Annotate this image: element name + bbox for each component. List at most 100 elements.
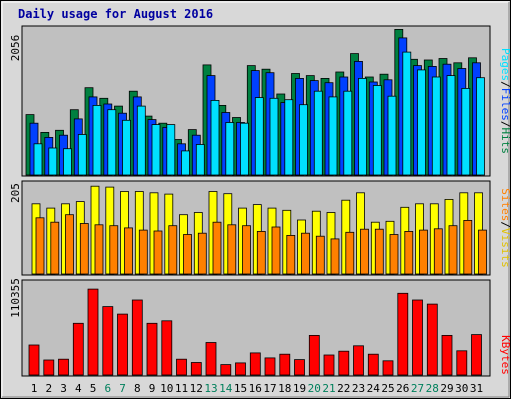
top-bar-pages-day-27 [417,69,426,176]
day-label-21: 21 [322,382,335,395]
top-bars [25,28,485,176]
bottom-bar-kbytes-day-5 [87,288,99,376]
middle-bar-sites-day-17 [271,226,281,275]
top-bar-pages-day-3 [63,148,72,176]
bottom-bar-kbytes-day-21 [323,354,335,376]
top-max-label: 2056 [9,35,22,62]
day-label-27: 27 [411,382,424,395]
bottom-bar-kbytes-day-16 [249,352,261,376]
day-label-24: 24 [367,382,381,395]
middle-bar-sites-day-21 [330,238,340,275]
bottom-bar-kbytes-day-6 [102,306,114,376]
panel-middle: 205 [9,180,491,276]
day-label-25: 25 [381,382,394,395]
bottom-bar-kbytes-day-18 [279,353,291,376]
panel-bottom: 110355 [9,278,491,377]
bottom-bar-kbytes-day-23 [353,345,364,376]
top-bar-pages-day-21 [328,96,338,176]
legend-hits: Hits [499,128,512,155]
top-bar-pages-day-18 [284,99,294,176]
day-label-2: 2 [45,382,52,395]
bottom-bar-kbytes-day-29 [441,334,453,376]
middle-bar-sites-day-5 [94,224,104,275]
bottom-bars [28,288,482,376]
top-bar-pages-day-13 [210,100,220,176]
top-bar-pages-day-11 [181,150,190,176]
day-label-9: 9 [149,382,156,395]
day-label-28: 28 [426,382,439,395]
legend-visits: Visits [499,228,512,268]
middle-bars [31,185,487,275]
day-label-19: 19 [293,382,306,395]
bottom-bar-kbytes-day-14 [220,364,232,376]
top-bar-pages-day-1 [33,143,43,176]
bottom-bar-kbytes-day-3 [58,358,69,376]
top-bar-pages-day-9 [151,124,161,176]
bottom-bar-kbytes-day-1 [28,344,40,376]
top-bar-pages-day-10 [166,124,176,176]
bottom-bar-kbytes-day-30 [456,350,468,376]
day-label-26: 26 [396,382,409,395]
bottom-bar-kbytes-day-13 [205,342,217,376]
bottom-bar-kbytes-day-26 [397,292,409,376]
day-label-31: 31 [470,382,483,395]
middle-bar-sites-day-31 [478,229,487,275]
bottom-bar-kbytes-day-27 [412,299,423,376]
day-label-13: 13 [204,382,217,395]
bottom-bar-kbytes-day-9 [146,322,158,376]
middle-bar-sites-day-8 [138,229,148,275]
middle-bar-sites-day-11 [183,234,192,275]
day-label-22: 22 [337,382,350,395]
middle-bar-sites-day-26 [404,230,414,275]
middle-bar-sites-day-24 [374,228,384,275]
legend-sep-3: / [499,221,512,228]
top-bar-pages-day-17 [269,97,279,176]
bottom-bar-kbytes-day-22 [338,350,350,376]
middle-bar-sites-day-27 [419,229,428,275]
top-bar-pages-day-25 [387,95,397,176]
bottom-bar-kbytes-day-20 [308,334,320,376]
middle-bar-sites-day-3 [65,214,74,275]
day-labels: 1 2 3 4 5 6 7 8 9 10 11 12 13 14 15 16 17 18 19 20 21 22 23 24 2… [31,382,483,395]
panel-top: 2056 [9,25,491,177]
top-bar-pages-day-31 [476,77,485,176]
top-bar-pages-day-20 [313,90,323,176]
middle-bar-sites-day-9 [153,230,163,275]
day-label-10: 10 [160,382,173,395]
legend-sep-2: / [499,121,512,128]
top-bar-pages-day-28 [431,76,441,176]
middle-bar-sites-day-12 [197,232,207,275]
top-bar-pages-day-19 [299,104,308,176]
legend-files: Files [499,88,512,121]
middle-bar-sites-day-13 [212,221,222,275]
day-label-3: 3 [60,382,67,395]
middle-max-label: 205 [9,183,22,203]
middle-bar-sites-day-10 [168,225,178,275]
middle-bar-sites-day-25 [389,234,399,275]
middle-bar-sites-day-20 [315,235,325,275]
middle-bar-sites-day-30 [463,219,473,275]
day-label-11: 11 [175,382,188,395]
bottom-bar-kbytes-day-25 [382,360,394,376]
legend-middle: Sites/Visits [499,188,512,268]
bottom-bar-kbytes-day-7 [117,313,128,376]
chart-title: Daily usage for August 2016 [18,7,213,21]
middle-bar-sites-day-16 [256,230,266,275]
top-bar-pages-day-15 [240,122,249,176]
day-label-30: 30 [455,382,468,395]
top-bar-pages-day-7 [122,119,131,176]
middle-bar-sites-day-4 [79,223,89,275]
top-bar-pages-day-4 [77,134,87,176]
bottom-bar-kbytes-day-28 [426,303,438,376]
day-label-23: 23 [352,382,365,395]
bottom-bar-kbytes-day-17 [264,357,276,376]
top-bar-pages-day-30 [461,88,471,176]
bottom-bar-kbytes-day-11 [176,358,187,376]
day-label-5: 5 [90,382,97,395]
top-bar-pages-day-22 [343,90,353,176]
top-bar-pages-day-8 [136,105,146,176]
top-bar-pages-day-6 [107,109,117,176]
day-label-8: 8 [134,382,141,395]
bottom-bar-kbytes-day-2 [43,359,55,376]
top-bar-pages-day-5 [92,105,102,176]
